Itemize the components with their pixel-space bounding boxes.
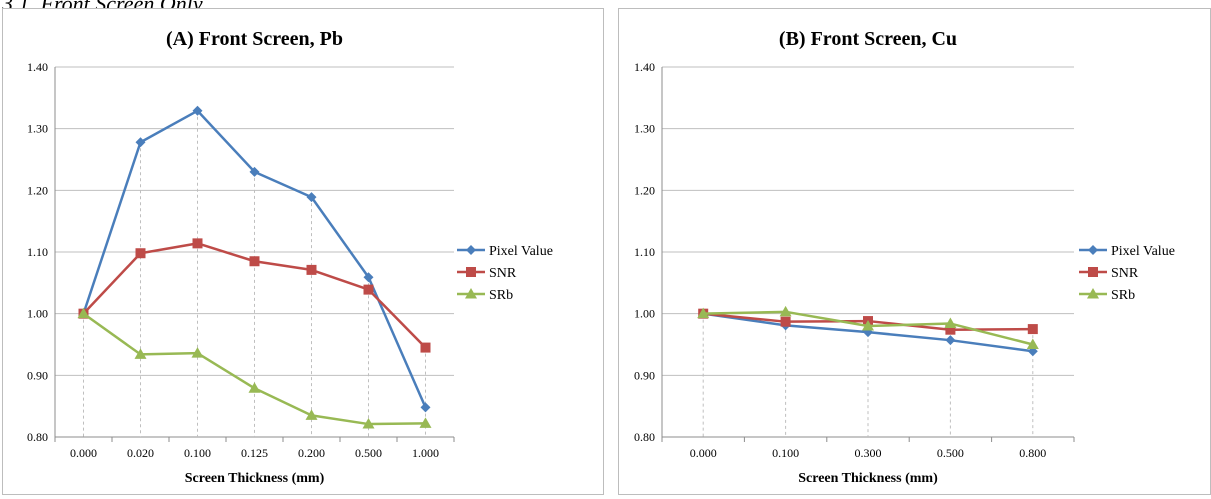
y-tick-label: 1.00 (634, 307, 655, 321)
legend-item-srb: SRb (457, 288, 513, 303)
series-srb (697, 305, 1039, 349)
data-point-pixel-value (135, 137, 146, 148)
legend-label: SNR (489, 266, 517, 281)
data-point-pixel-value (192, 105, 203, 116)
legend-label: SRb (1111, 288, 1135, 303)
chart-svg-front-screen-cu: (B) Front Screen, Cu 0.80 0.90 1.00 1.10 1.20… (634, 28, 1175, 486)
data-point-snr (420, 342, 431, 353)
y-tick-label: 0.80 (27, 430, 48, 444)
legend-swatch-marker (1087, 288, 1099, 299)
data-point-snr (306, 264, 317, 275)
x-tick-label: 0.000 (690, 446, 717, 460)
x-axis-title: Screen Thickness (mm) (798, 471, 938, 486)
data-point-srb (248, 382, 261, 393)
y-tick-label: 1.00 (27, 307, 48, 321)
data-point-srb (944, 317, 957, 329)
data-point-snr (135, 248, 146, 259)
x-tick-label: 0.100 (184, 446, 211, 460)
data-point-pixel-value (363, 272, 374, 283)
legend-item-pixel-value: Pixel Value (1079, 244, 1175, 259)
data-point-srb (362, 418, 375, 429)
legend-item-pixel-value: Pixel Value (457, 244, 553, 259)
y-tick-label: 1.40 (634, 60, 655, 74)
legend-swatch-marker (465, 288, 477, 299)
x-axis-title: Screen Thickness (mm) (185, 471, 325, 486)
y-tick-label: 1.30 (634, 122, 655, 136)
x-tick-label: 0.500 (937, 446, 964, 460)
chart-panel-front-screen-pb: (A) Front Screen, Pb 0.80 0.90 1.00 1.10 1.20… (2, 8, 604, 495)
chart-title: (B) Front Screen, Cu (779, 28, 957, 50)
x-tick-label: 0.000 (70, 446, 97, 460)
legend-label: SRb (489, 288, 513, 303)
data-point-srb (77, 307, 90, 319)
chart-panel-front-screen-cu: (B) Front Screen, Cu 0.80 0.90 1.00 1.10 1.20… (618, 8, 1211, 495)
data-point-srb (862, 320, 874, 331)
x-tick-label: 0.100 (772, 446, 799, 460)
y-tick-label: 1.20 (634, 183, 655, 197)
data-point-srb (779, 305, 792, 317)
legend-swatch-marker (466, 245, 476, 255)
chart-svg-front-screen-pb: (A) Front Screen, Pb 0.80 0.90 1.00 1.10 1.20… (27, 28, 553, 486)
y-tick-label: 0.80 (634, 430, 655, 444)
data-point-pixel-value (420, 402, 431, 413)
x-tick-label: 0.020 (127, 446, 154, 460)
legend-swatch-marker (1088, 267, 1098, 277)
data-point-snr (945, 324, 956, 335)
series-srb (77, 307, 432, 429)
legend-swatch-marker (466, 267, 476, 277)
y-tick-label: 1.30 (27, 122, 48, 136)
legend-swatch-marker (1088, 245, 1098, 255)
chart-title: (A) Front Screen, Pb (166, 28, 343, 50)
legend-item-snr: SNR (457, 266, 517, 281)
legend-item-snr: SNR (1079, 266, 1139, 281)
data-point-snr (780, 316, 791, 327)
data-point-pixel-value (306, 192, 317, 203)
data-point-snr (192, 238, 203, 249)
y-tick-label: 1.10 (634, 245, 655, 259)
data-point-srb (697, 307, 710, 319)
data-point-snr (1027, 324, 1038, 335)
legend-label: Pixel Value (489, 244, 553, 259)
x-tick-label: 0.500 (355, 446, 382, 460)
x-tick-label: 0.800 (1019, 446, 1046, 460)
legend-label: Pixel Value (1111, 244, 1175, 259)
data-point-srb (191, 347, 204, 358)
x-tick-label: 1.000 (412, 446, 439, 460)
data-point-snr (363, 284, 374, 295)
x-tick-label: 0.125 (241, 446, 268, 460)
y-tick-label: 1.20 (27, 183, 48, 197)
x-tick-label: 0.200 (298, 446, 325, 460)
data-point-srb (419, 417, 432, 428)
data-point-srb (1026, 338, 1039, 349)
y-tick-label: 0.90 (27, 368, 48, 382)
data-point-srb (134, 348, 147, 359)
legend-label: SNR (1111, 266, 1139, 281)
x-tick-label: 0.300 (855, 446, 882, 460)
legend-item-srb: SRb (1079, 288, 1135, 303)
data-point-srb (305, 409, 318, 420)
y-tick-label: 1.40 (27, 60, 48, 74)
y-tick-label: 1.10 (27, 245, 48, 259)
data-point-snr (249, 256, 260, 267)
data-point-pixel-value (945, 335, 956, 346)
data-point-pixel-value (249, 166, 260, 177)
y-tick-label: 0.90 (634, 368, 655, 382)
